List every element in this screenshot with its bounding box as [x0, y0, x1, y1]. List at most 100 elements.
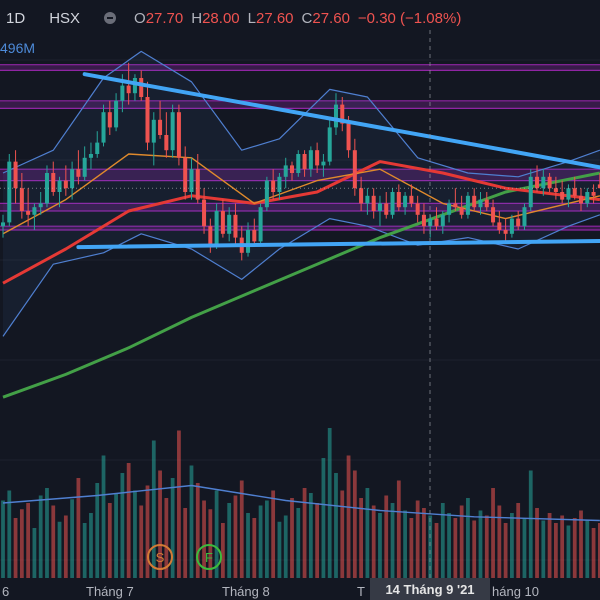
candle-body: [176, 112, 181, 158]
volume-bar: [516, 503, 521, 578]
candle-body: [114, 100, 119, 128]
volume-bar: [214, 490, 219, 578]
volume-bar: [497, 505, 502, 578]
volume-bar: [26, 503, 31, 578]
candle-body: [434, 218, 439, 227]
candle-body: [145, 97, 150, 143]
candle-body: [403, 195, 408, 208]
candle-body: [352, 150, 357, 189]
exchange-label: HSX: [49, 9, 81, 27]
volume-bar: [466, 498, 470, 578]
candle-body: [509, 218, 514, 234]
candle-body: [70, 169, 75, 189]
volume-bar: [19, 509, 24, 578]
volume-bar: [277, 521, 282, 578]
candle-body: [516, 218, 521, 227]
volume-bar: [547, 513, 552, 578]
volume-bar: [151, 440, 156, 578]
candle-body: [132, 78, 137, 94]
volume-bar: [522, 518, 527, 578]
high-value: 28.00: [202, 9, 240, 27]
volume-bar: [415, 500, 420, 578]
support-resistance-zone: [0, 169, 600, 181]
low-label: L: [247, 9, 256, 27]
volume-bar: [396, 480, 401, 578]
volume-bar: [57, 521, 62, 578]
volume-bar: [390, 503, 395, 578]
volume-bar: [107, 503, 112, 578]
volume-bar: [13, 518, 18, 578]
candle-body: [447, 203, 452, 215]
candle-body: [384, 203, 389, 215]
volume-bar: [440, 503, 445, 578]
volume-bar: [227, 503, 232, 578]
volume-legend: 496M: [0, 40, 36, 56]
volume-bar: [7, 490, 12, 578]
volume-bar: [114, 493, 118, 578]
candle-body: [484, 199, 489, 208]
volume-bar: [472, 520, 477, 578]
candle-body: [585, 192, 590, 204]
candle-body: [415, 203, 420, 215]
candle-body: [553, 188, 558, 192]
volume-bar: [579, 510, 583, 578]
volume-bar: [327, 428, 332, 578]
support-resistance-zone: [0, 203, 600, 211]
volume-bar: [239, 480, 244, 578]
volume-bar: [334, 473, 338, 578]
volume-bar: [560, 515, 565, 578]
volume-bar: [359, 498, 363, 578]
volume-bar: [76, 478, 81, 578]
volume-bar: [535, 508, 539, 578]
change-value: −0.30 (−1.08%): [357, 9, 462, 27]
volume-bar: [371, 505, 376, 578]
split-event-marker[interactable]: S: [147, 544, 173, 570]
financials-event-marker[interactable]: F: [196, 544, 222, 570]
candle-body: [478, 199, 483, 208]
candle-body: [497, 222, 502, 230]
volume-bar: [315, 503, 320, 578]
candle-body: [246, 230, 251, 253]
candle-body: [101, 112, 106, 143]
candle-body: [541, 176, 546, 189]
volume-bar: [101, 455, 106, 578]
close-value: 27.60: [312, 9, 350, 27]
volume-bar: [541, 520, 546, 578]
candle-body: [252, 230, 257, 242]
candle-body: [151, 119, 156, 143]
volume-bar: [453, 518, 458, 578]
candle-body: [158, 119, 163, 135]
candle-body: [126, 85, 131, 94]
volume-bar: [346, 455, 351, 578]
bollinger-lower-line: [2, 214, 600, 337]
x-axis-label-5: háng 10: [492, 584, 539, 599]
candle-body: [491, 207, 496, 223]
volume-bar: [566, 525, 571, 578]
timeframe-button[interactable]: 1D: [6, 9, 26, 27]
candle-body: [95, 142, 100, 154]
candle-body: [535, 176, 540, 189]
volume-bar: [591, 528, 596, 578]
volume-bar: [126, 463, 131, 578]
volume-bar: [428, 515, 433, 578]
volume-ma-line: [2, 484, 600, 522]
collapse-legend-icon[interactable]: [104, 12, 117, 24]
volume-bar: [139, 505, 144, 578]
candle-body: [283, 165, 288, 177]
volume-bar: [503, 523, 508, 578]
volume-bar: [38, 495, 43, 578]
candle-body: [315, 150, 320, 166]
candle-body: [522, 207, 527, 227]
volume-bar: [70, 499, 74, 578]
volume-bar: [177, 430, 181, 578]
volume-bar: [510, 513, 514, 578]
support-resistance-zone: [0, 64, 600, 71]
candle-body: [170, 112, 175, 151]
volume-bar: [164, 498, 169, 578]
support-resistance-zone: [0, 226, 600, 230]
volume-bar: [208, 509, 213, 578]
volume-bar: [491, 488, 495, 578]
close-label: C: [301, 9, 313, 27]
volume-bar: [553, 523, 558, 578]
